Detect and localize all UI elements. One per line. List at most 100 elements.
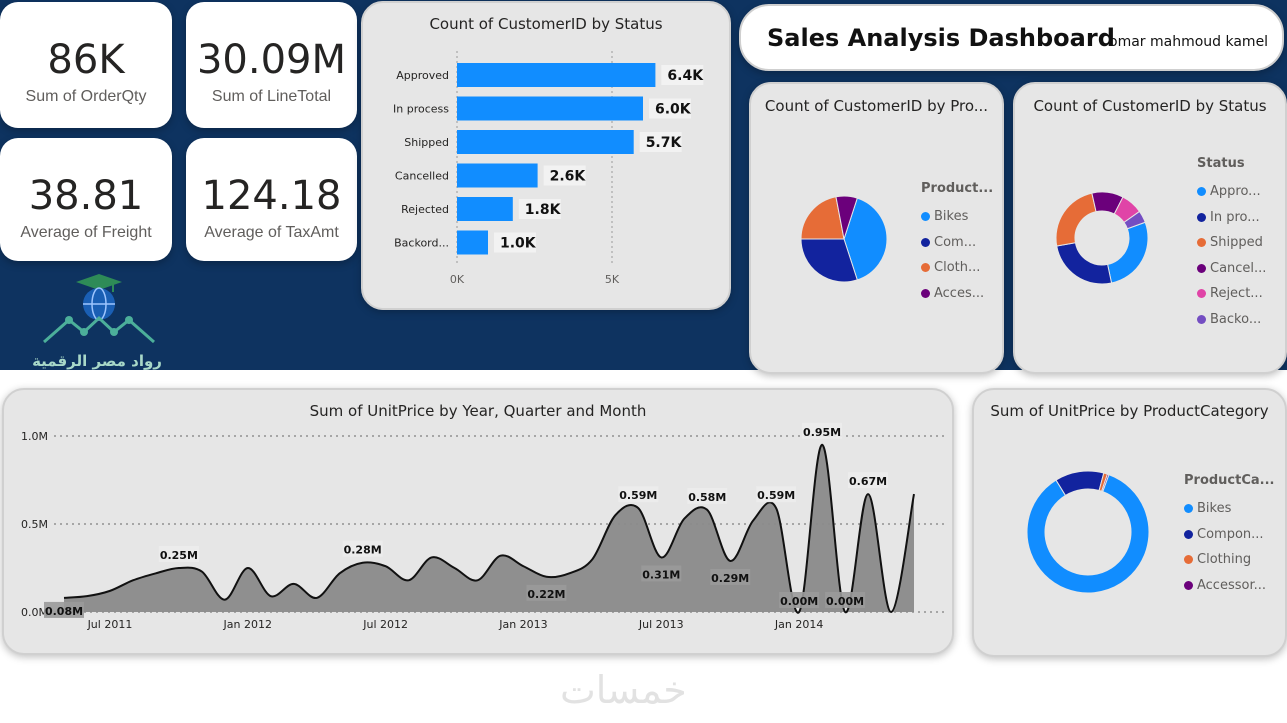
data-label: 1.8K	[525, 202, 562, 218]
legend-item[interactable]: Bikes	[921, 204, 993, 230]
bar	[457, 130, 634, 154]
legend-title: Status	[1197, 156, 1245, 171]
legend-item[interactable]: In pro...	[1197, 205, 1266, 231]
point-label-bg	[756, 486, 797, 503]
kpi-label: Sum of LineTotal	[211, 88, 332, 105]
legend-item[interactable]: Accessor...	[1184, 573, 1274, 599]
unitprice-area-panel[interactable]: Sum of UnitPrice by Year, Quarter and Mo…	[2, 388, 954, 655]
kpi-card-linetotal[interactable]: 30.09M Sum of LineTotal	[186, 2, 357, 128]
point-label-bg	[44, 601, 84, 618]
kpi-label: Sum of OrderQty	[25, 88, 147, 105]
legend-item[interactable]: Appro...	[1197, 179, 1266, 205]
point-label: 0.22M	[527, 588, 565, 601]
status-donut-chart	[1055, 191, 1149, 285]
legend-item[interactable]: Cancel...	[1197, 256, 1266, 282]
bar	[457, 96, 643, 121]
legend-dot-icon	[1184, 580, 1193, 590]
slice	[843, 197, 888, 281]
unitprice-area-chart: 1.0M 0.5M 0.0M Jul 2011 Jan 2012 Jul 2012 Jan …	[21, 422, 946, 631]
legend-dot-icon	[1197, 187, 1206, 197]
bar	[457, 63, 656, 87]
title-card: Sales Analysis Dashboard omar mahmoud ka…	[739, 4, 1284, 71]
category-donut-chart	[1026, 470, 1150, 594]
kpi-card-orderqty[interactable]: 86K Sum of OrderQty	[0, 2, 172, 128]
point-label: 0.08M	[45, 605, 83, 618]
product-pie-panel[interactable]: Count of CustomerID by Pro... Product...…	[749, 82, 1004, 374]
point-label: 0.95M	[803, 426, 841, 439]
x-tick-label: Jul 2012	[362, 618, 408, 631]
status-donut-panel[interactable]: Count of CustomerID by Status Status Appr…	[1013, 82, 1287, 374]
y-tick-label: 1.0M	[21, 430, 48, 443]
legend-dot-icon	[921, 212, 930, 222]
logo: رواد مصر الرقمية	[24, 270, 174, 375]
kpi-value: 38.81	[28, 173, 144, 219]
pie-legend: Product... Bikes Com... Cloth... Acces...	[921, 181, 993, 306]
slice	[1026, 474, 1150, 594]
x-tick-label: Jan 2014	[774, 618, 823, 631]
legend-dot-icon	[1184, 555, 1193, 565]
legend-label: Cancel...	[1210, 260, 1267, 276]
legend-dot-icon	[921, 237, 930, 247]
data-label: 5.7K	[646, 135, 683, 151]
kpi-value: 30.09M	[196, 37, 347, 83]
point-label: 0.00M	[780, 595, 818, 608]
category-label: In process	[393, 103, 449, 116]
point-label-bg	[342, 540, 383, 557]
x-tick-label: 0K	[450, 273, 465, 286]
legend-item[interactable]: Com...	[921, 230, 993, 256]
category-label: Backord...	[394, 237, 449, 250]
slice	[1123, 210, 1146, 230]
point-label-bg	[779, 592, 820, 608]
slice	[1055, 192, 1097, 247]
x-tick-label: Jul 2013	[638, 618, 684, 631]
legend-label: Backo...	[1210, 311, 1262, 327]
logo-text: رواد مصر الرقمية	[32, 352, 162, 370]
point-label: 0.67M	[849, 475, 887, 488]
slice	[1056, 242, 1113, 285]
legend-item[interactable]: Bikes	[1184, 496, 1274, 522]
legend-dot-icon	[921, 288, 930, 298]
bar	[457, 163, 538, 188]
kpi-card-taxamt[interactable]: 124.18 Average of TaxAmt	[186, 138, 357, 261]
category-label: Shipped	[404, 136, 449, 149]
slice	[835, 195, 858, 240]
x-tick-label: Jul 2011	[87, 618, 133, 631]
category-label: Approved	[396, 69, 449, 82]
x-tick-label: 5K	[605, 273, 620, 286]
category-donut-legend: ProductCa... Bikes Compon... Clothing Access…	[1184, 473, 1274, 598]
status-bar-chart-panel[interactable]: Count of CustomerID by Status 0K 5K Approv…	[361, 1, 731, 310]
legend-item[interactable]: Backo...	[1197, 307, 1266, 333]
point-label: 0.58M	[688, 491, 726, 504]
category-donut-panel[interactable]: Sum of UnitPrice by ProductCategory Prod…	[972, 388, 1287, 657]
legend-item[interactable]: Reject...	[1197, 281, 1266, 307]
legend-label: Bikes	[934, 209, 969, 225]
legend-item[interactable]: Acces...	[921, 281, 993, 307]
legend-dot-icon	[1184, 529, 1193, 539]
watermark: خمسات	[560, 668, 687, 712]
legend-label: In pro...	[1210, 209, 1260, 225]
dashboard-title: Sales Analysis Dashboard	[767, 24, 1115, 52]
point-label-bg	[710, 568, 751, 585]
x-tick-label: Jan 2012	[223, 618, 272, 631]
kpi-card-freight[interactable]: 38.81 Average of Freight	[0, 138, 172, 261]
legend-item[interactable]: Clothing	[1184, 547, 1274, 573]
legend-item[interactable]: Shipped	[1197, 230, 1266, 256]
data-label-bg	[661, 65, 704, 85]
chart-title: Count of CustomerID by Status	[1033, 97, 1267, 115]
chart-title: Count of CustomerID by Pro...	[764, 97, 989, 115]
legend-label: Bikes	[1197, 501, 1232, 517]
y-tick-label: 0.0M	[21, 606, 48, 619]
legend-item[interactable]: Compon...	[1184, 522, 1274, 548]
kpi-label: Average of TaxAmt	[204, 224, 339, 241]
x-tick-label: Jan 2013	[498, 618, 547, 631]
slice	[800, 196, 845, 240]
point-label-bg	[825, 592, 866, 608]
author-name: omar mahmoud kamel	[1109, 34, 1269, 50]
category-label: Rejected	[401, 203, 449, 216]
legend-item[interactable]: Cloth...	[921, 255, 993, 281]
point-label: 0.59M	[757, 489, 795, 502]
data-label-bg	[518, 199, 561, 219]
kpi-value: 124.18	[201, 173, 342, 219]
legend-title: Product...	[921, 181, 994, 196]
category-label: Cancelled	[395, 170, 449, 183]
